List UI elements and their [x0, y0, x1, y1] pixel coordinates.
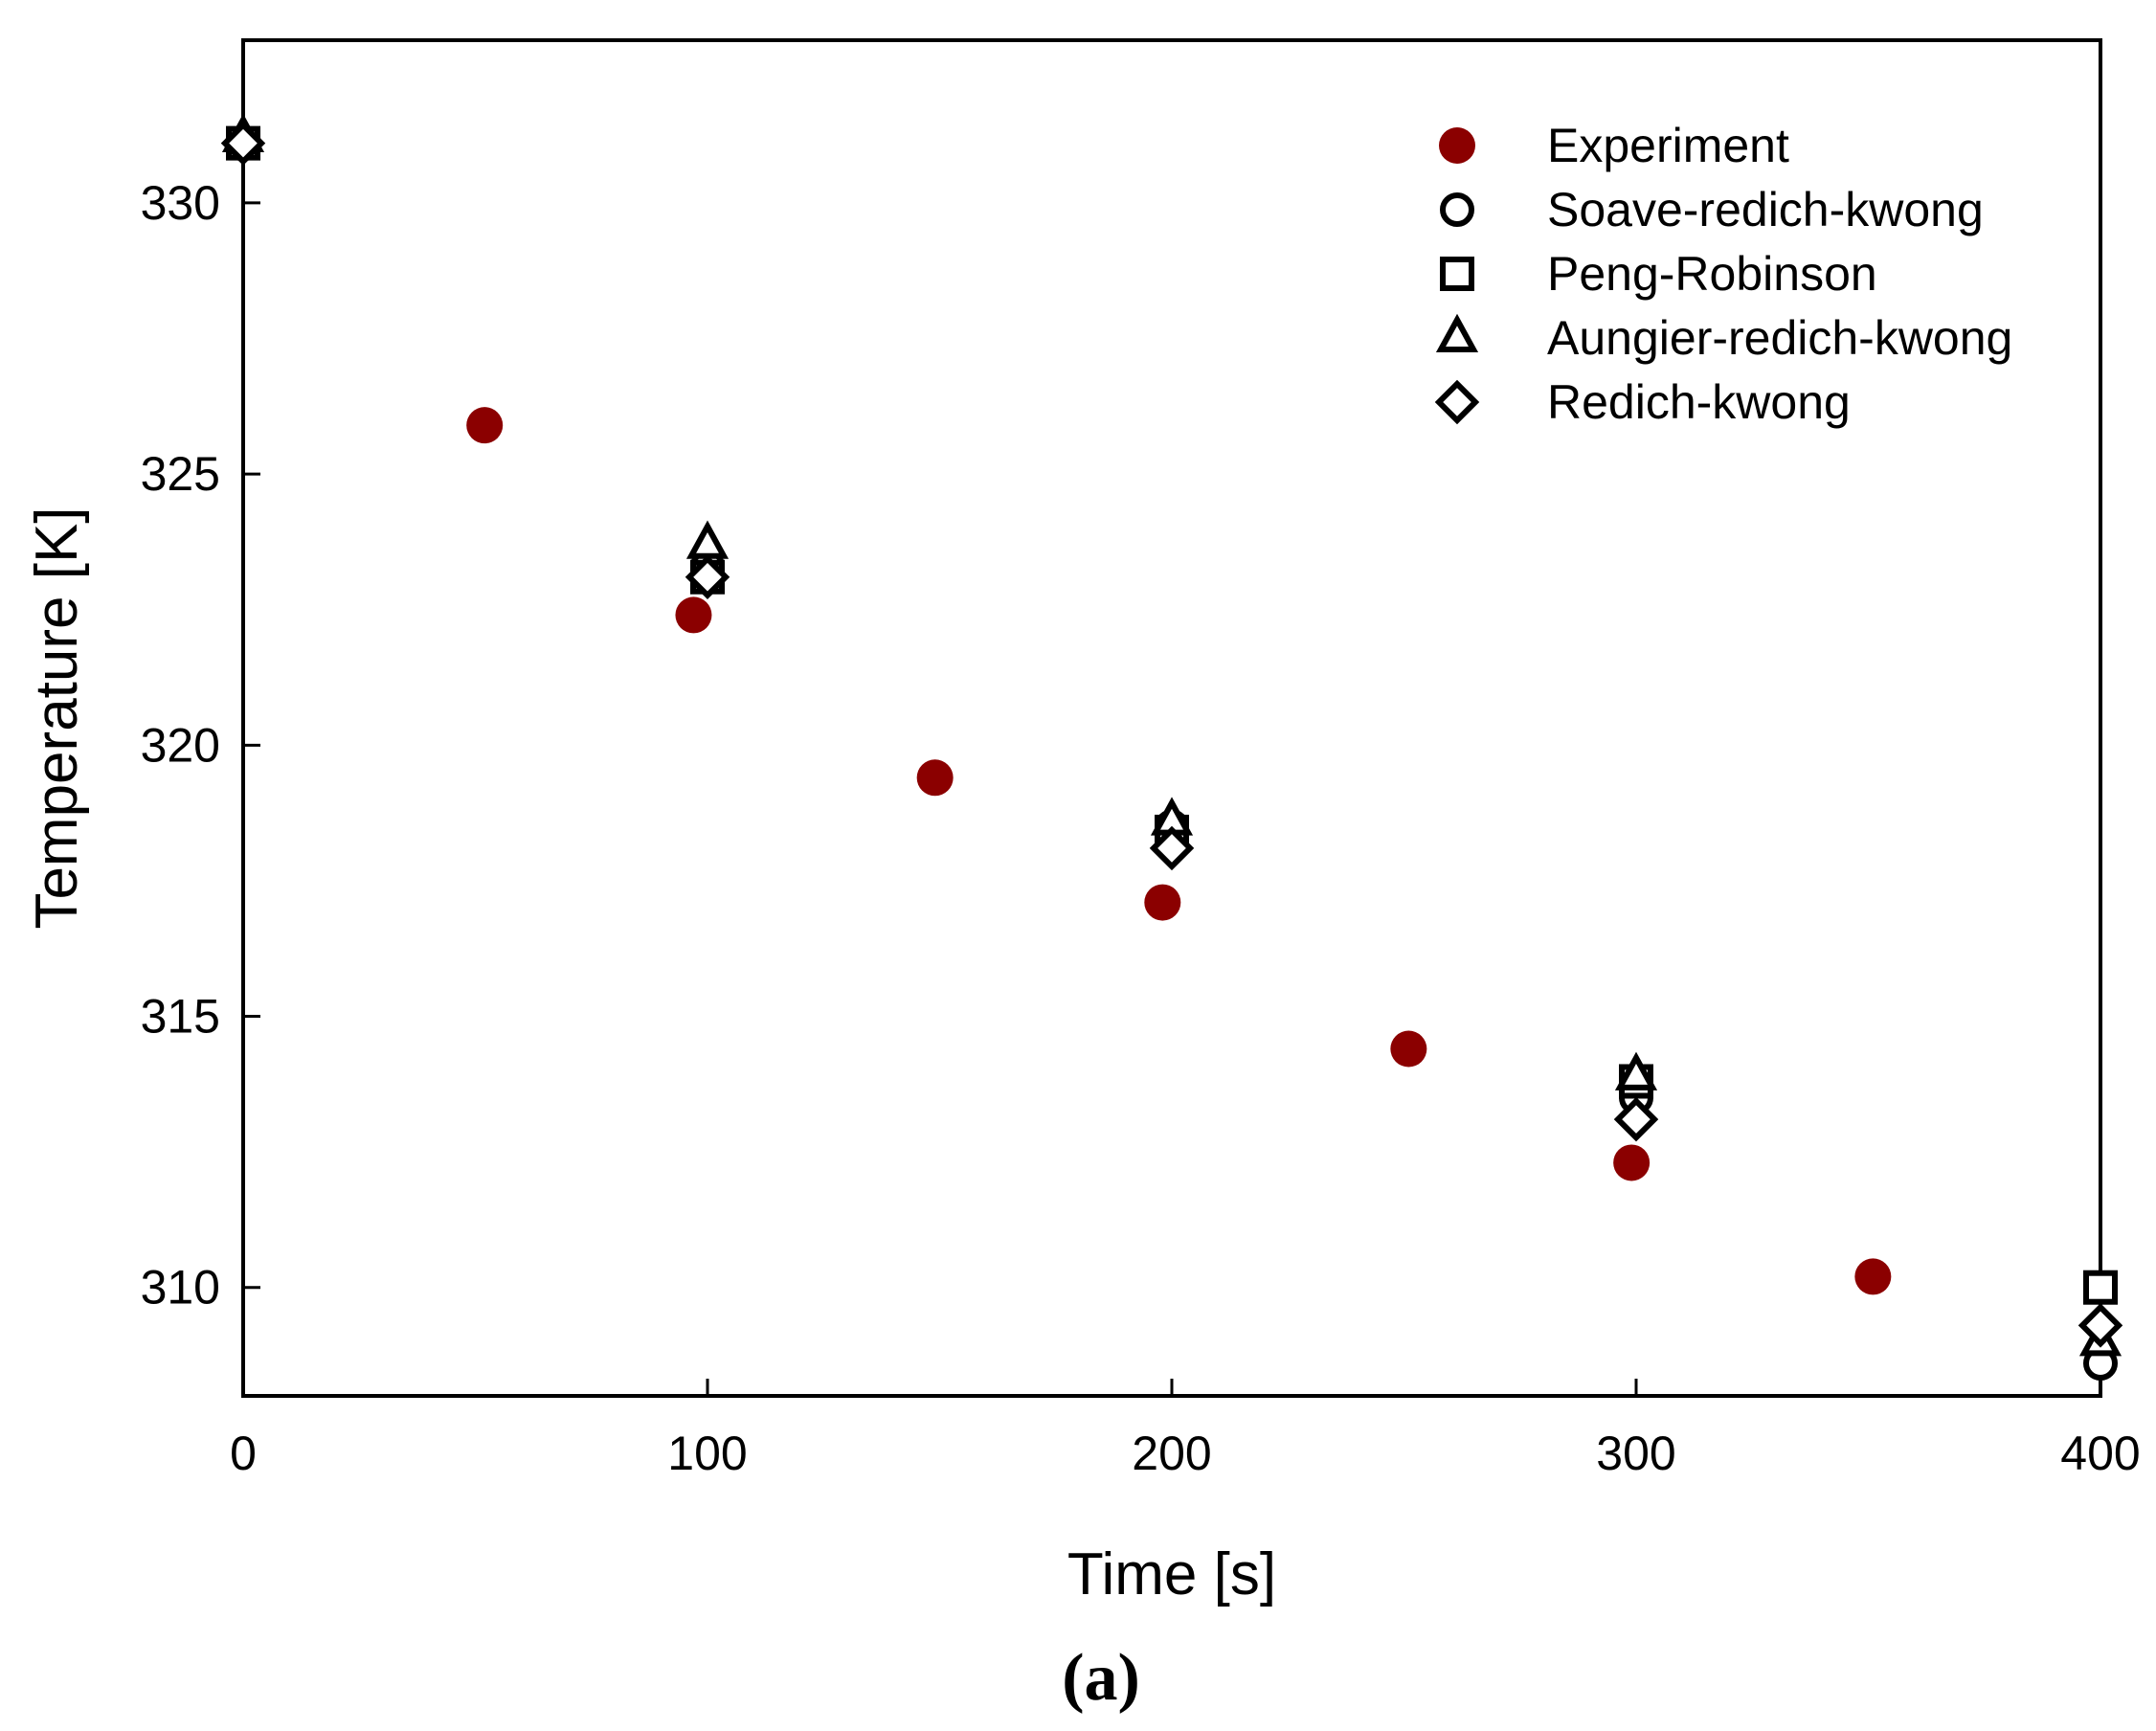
legend-label: Experiment: [1547, 119, 1789, 172]
data-point-experiment: [1613, 1144, 1651, 1181]
data-point-peng-robinson: [2083, 1270, 2118, 1305]
data-point-experiment: [1854, 1258, 1892, 1295]
legend-item-experiment: Experiment: [1439, 119, 1789, 172]
legend-marker-peng-robinson: [1440, 257, 1474, 291]
legend-label: Peng-Robinson: [1547, 247, 1877, 301]
data-point-experiment: [916, 759, 954, 797]
legend-marker-aungier-redich-kwong: [1435, 313, 1479, 352]
plot-frame: [241, 38, 2102, 1398]
data-point-redich-kwong: [2077, 1303, 2123, 1348]
legend-label: Soave-redich-kwong: [1547, 183, 1984, 236]
data-series: [220, 113, 2123, 1382]
panel-label: (a): [1062, 1641, 1140, 1715]
legend-marker-redich-kwong: [1434, 379, 1480, 425]
x-tick-label: 400: [2060, 1427, 2140, 1480]
legend-marker-experiment: [1439, 127, 1475, 164]
x-tick-label: 200: [1132, 1427, 1211, 1480]
legend-item-aungier-redich-kwong: Aungier-redich-kwong: [1435, 311, 2012, 365]
y-tick-label: 320: [141, 718, 220, 772]
data-point-redich-kwong: [220, 121, 266, 166]
legend-item-peng-robinson: Peng-Robinson: [1440, 247, 1877, 301]
y-tick-label: 310: [141, 1261, 220, 1315]
data-point-experiment: [1390, 1030, 1427, 1068]
data-point-experiment: [1144, 884, 1181, 921]
legend-item-soave-redich-kwong: Soave-redich-kwong: [1440, 183, 1984, 236]
tick-labels: 0 100 200 300 400 310 315 320 325 330: [141, 176, 2141, 1480]
y-axis-title: Temperature [K]: [24, 506, 90, 929]
x-tick-label: 100: [667, 1427, 747, 1480]
data-point-redich-kwong: [1613, 1096, 1659, 1142]
data-point-redich-kwong: [685, 554, 730, 599]
data-point-aungier-redich-kwong: [1614, 1051, 1658, 1090]
y-tick-label: 315: [141, 990, 220, 1044]
legend-item-redich-kwong: Redich-kwong: [1434, 375, 1851, 429]
axis-ticks: [241, 201, 2102, 1396]
data-point-aungier-redich-kwong: [685, 520, 730, 559]
series-redich-kwong: [220, 121, 2123, 1348]
legend: Experiment Soave-redich-kwong Peng-Robinso…: [1434, 119, 2012, 429]
legend-marker-soave-redich-kwong: [1440, 192, 1474, 227]
x-axis-title: Time [s]: [1067, 1541, 1276, 1607]
x-tick-label: 0: [230, 1427, 257, 1480]
legend-label: Aungier-redich-kwong: [1547, 311, 2012, 365]
y-tick-label: 325: [141, 447, 220, 501]
legend-label: Redich-kwong: [1547, 375, 1851, 429]
data-point-experiment: [675, 596, 712, 634]
data-point-experiment: [466, 407, 504, 444]
y-tick-label: 330: [141, 176, 220, 230]
data-point-redich-kwong: [1149, 825, 1195, 871]
series-peng-robinson: [226, 125, 2118, 1305]
x-tick-label: 300: [1596, 1427, 1675, 1480]
series-aungier-redich-kwong: [221, 113, 2122, 1357]
